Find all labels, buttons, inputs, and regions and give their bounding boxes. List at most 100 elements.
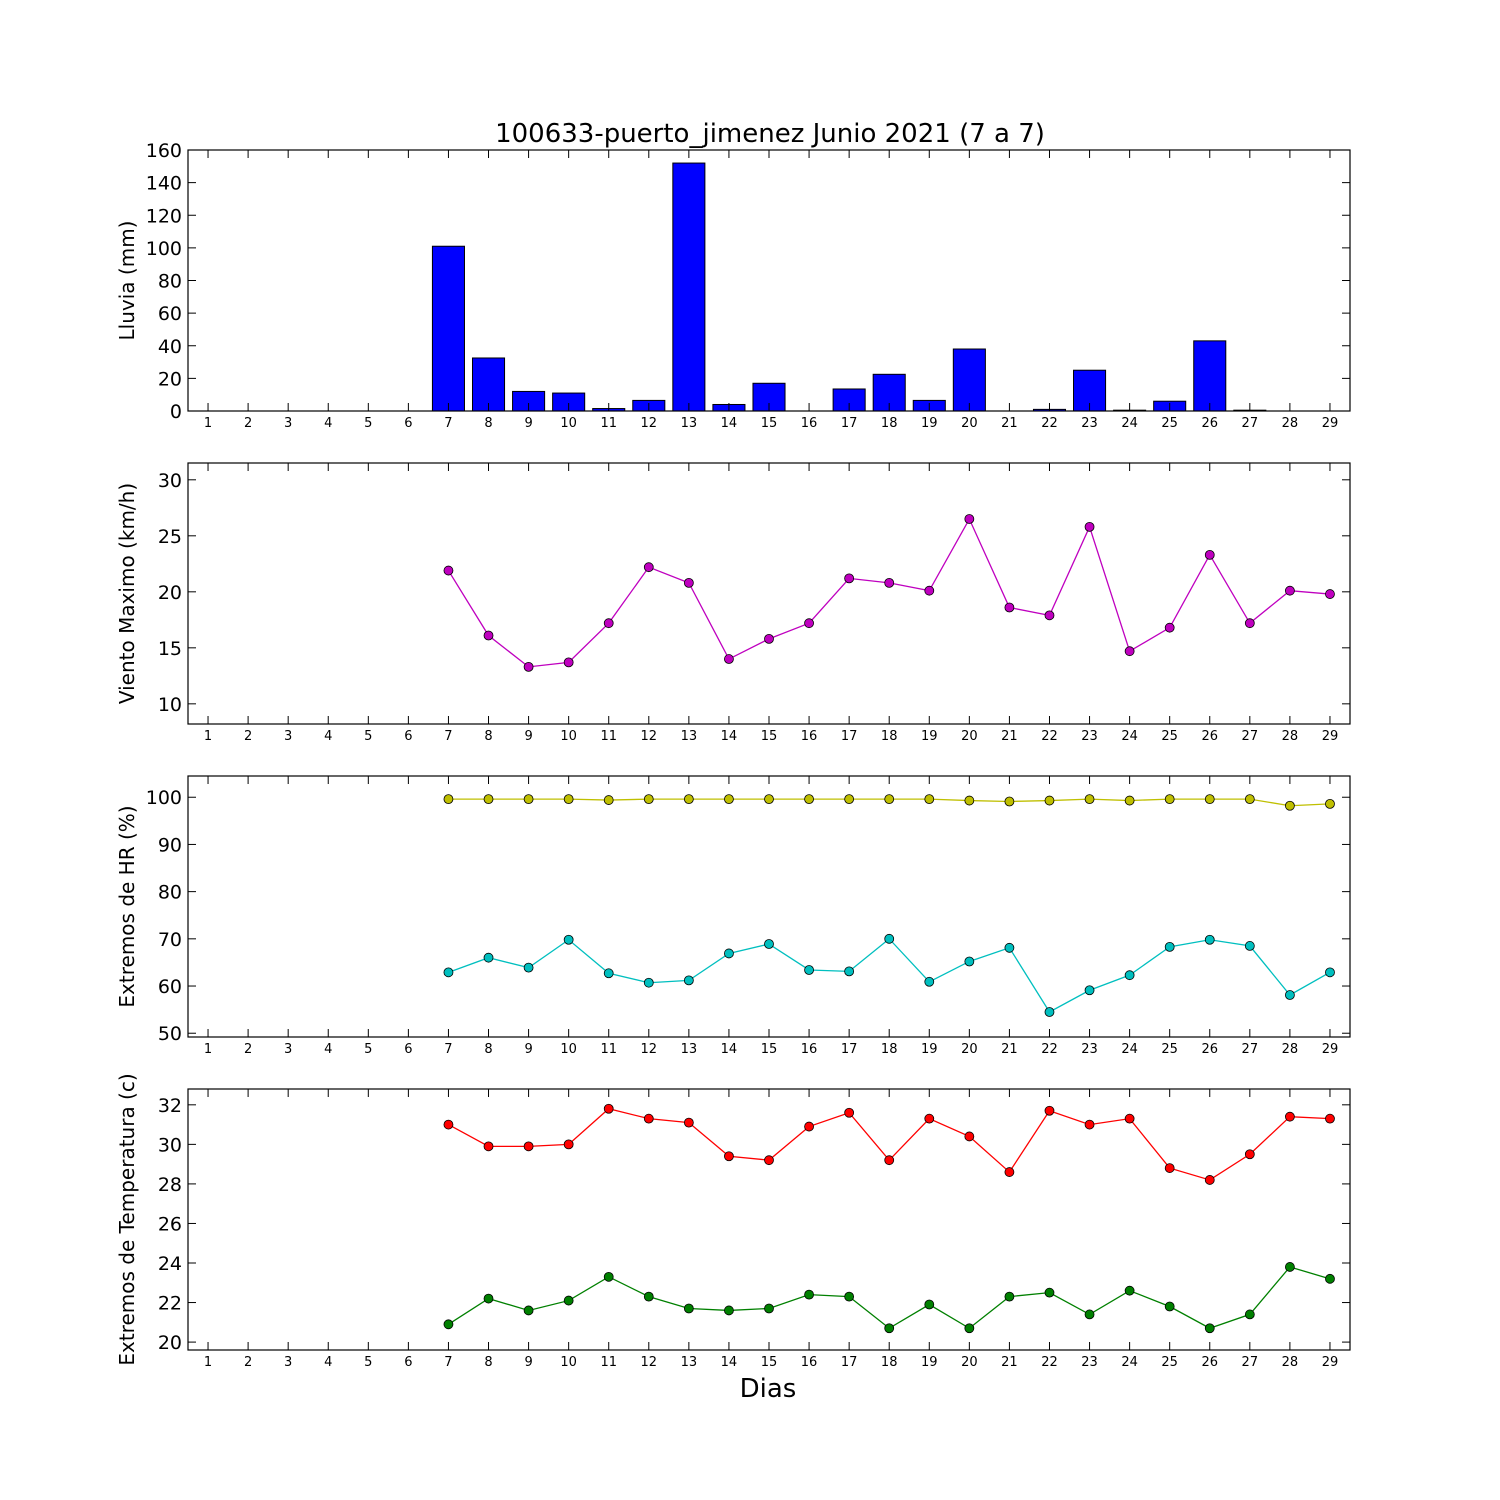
humidity-xtick-label: 21	[1001, 1042, 1018, 1057]
temperature-series-0-point-day-11	[603, 1103, 614, 1114]
rain-xtick-label: 1	[204, 416, 212, 431]
wind-xtick-label: 6	[404, 729, 412, 744]
wind-xtick-label: 5	[364, 729, 372, 744]
temperature-ytick-label: 32	[158, 1095, 182, 1117]
humidity-series-0-point-day-13	[683, 794, 694, 805]
humidity-xtick-label: 18	[881, 1042, 898, 1057]
temperature-axes-frame	[187, 1088, 1351, 1351]
humidity-xtick-label: 10	[560, 1042, 577, 1057]
wind-xtick-label: 22	[1041, 729, 1058, 744]
wind-series-0-point-day-21	[1004, 602, 1015, 613]
temperature-series-0-point-day-16	[804, 1121, 814, 1132]
rain-ytick-label: 0	[170, 401, 182, 423]
temperature-series-0-point-day-10	[563, 1139, 574, 1150]
humidity-xtick-label: 12	[641, 1042, 658, 1057]
humidity-ytick-label: 100	[146, 787, 182, 809]
humidity-xtick-label: 15	[761, 1042, 778, 1057]
temperature-series-1-point-day-10	[563, 1295, 574, 1306]
humidity-xtick-label: 26	[1201, 1042, 1218, 1057]
humidity-ytick-label: 60	[158, 976, 182, 998]
temperature-series-1-point-day-15	[764, 1303, 774, 1314]
temperature-series-1-point-day-16	[804, 1289, 814, 1300]
temperature-series-1-point-day-22	[1044, 1287, 1055, 1298]
rain-xtick-label: 20	[961, 416, 978, 431]
temperature-series-1-point-day-8	[483, 1293, 494, 1304]
humidity-series-0-point-day-11	[603, 795, 614, 805]
wind-xtick-label: 28	[1282, 729, 1299, 744]
humidity-xtick-label: 7	[444, 1042, 452, 1057]
humidity-series-1-point-day-24	[1124, 970, 1135, 981]
rain-y-axis-label: Lluvia (mm)	[115, 221, 139, 341]
wind-xtick-label: 9	[524, 729, 532, 744]
wind-xtick-label: 29	[1322, 729, 1339, 744]
wind-xtick-label: 20	[961, 729, 978, 744]
temperature-xtick-label: 11	[600, 1355, 617, 1370]
wind-series-0-point-day-11	[603, 618, 614, 629]
temperature-xtick-label: 7	[444, 1355, 452, 1370]
wind-series-0-point-day-24	[1124, 646, 1135, 657]
temperature-xtick-label: 23	[1081, 1355, 1098, 1370]
rain-xtick-label: 2	[244, 416, 252, 431]
temperature-series-1-point-day-20	[964, 1323, 975, 1334]
humidity-xtick-label: 25	[1161, 1042, 1178, 1057]
wind-xtick-label: 14	[721, 729, 738, 744]
humidity-series-1-point-day-11	[603, 968, 614, 979]
temperature-series-1-point-day-14	[724, 1305, 734, 1316]
temperature-series-0-point-day-29	[1325, 1113, 1335, 1124]
humidity-series-1-point-day-15	[764, 939, 774, 949]
wind-xtick-label: 15	[761, 729, 778, 744]
humidity-xtick-label: 3	[284, 1042, 292, 1057]
humidity-xtick-label: 14	[721, 1042, 738, 1057]
rain-xtick-label: 12	[641, 416, 658, 431]
humidity-series-0-point-day-28	[1285, 800, 1295, 811]
humidity-ytick-label: 80	[158, 882, 182, 904]
humidity-xtick-label: 8	[484, 1042, 492, 1057]
temperature-series-0-point-day-25	[1164, 1163, 1175, 1173]
wind-xtick-label: 8	[484, 729, 492, 744]
wind-series-0-point-day-10	[563, 657, 574, 668]
temperature-xtick-label: 18	[881, 1355, 898, 1370]
temperature-xtick-label: 26	[1201, 1355, 1218, 1370]
temperature-series-1-point-day-13	[683, 1303, 694, 1314]
humidity-series-0-point-day-19	[924, 794, 935, 805]
wind-series-0-point-day-29	[1325, 589, 1335, 599]
rain-ytick-label: 140	[146, 173, 182, 195]
rain-xtick-label: 17	[841, 416, 858, 431]
humidity-series-0-point-day-10	[563, 794, 574, 805]
rain-axes-frame	[187, 149, 1351, 412]
temperature-series-0-point-day-26	[1204, 1175, 1215, 1185]
humidity-xtick-label: 17	[841, 1042, 858, 1057]
humidity-series-1-point-day-28	[1285, 990, 1295, 1000]
wind-series-0-point-day-16	[804, 618, 814, 629]
temperature-xtick-label: 25	[1161, 1355, 1178, 1370]
temperature-xtick-label: 1	[204, 1355, 212, 1370]
temperature-series-0-point-day-7	[443, 1119, 454, 1130]
temperature-series-0-point-day-8	[483, 1141, 494, 1152]
wind-series-0-point-day-17	[844, 573, 855, 584]
temperature-series-0-point-day-12	[643, 1113, 654, 1124]
temperature-ytick-label: 22	[158, 1293, 182, 1315]
wind-series-0-point-day-13	[683, 577, 694, 588]
temperature-xtick-label: 9	[524, 1355, 532, 1370]
temperature-xtick-label: 4	[324, 1355, 332, 1370]
wind-series-0-point-day-27	[1244, 618, 1255, 629]
rain-bar-day-26	[1193, 340, 1227, 412]
wind-xtick-label: 10	[560, 729, 577, 744]
humidity-xtick-label: 5	[364, 1042, 372, 1057]
wind-xtick-label: 18	[881, 729, 898, 744]
humidity-series-1-point-day-29	[1325, 967, 1335, 978]
temperature-xtick-label: 27	[1242, 1355, 1259, 1370]
humidity-series-0-point-day-18	[884, 794, 895, 805]
wind-xtick-label: 4	[324, 729, 332, 744]
wind-ytick-label: 20	[158, 582, 182, 604]
wind-series-0-point-day-9	[523, 661, 534, 672]
humidity-xtick-label: 2	[244, 1042, 252, 1057]
temperature-xtick-label: 3	[284, 1355, 292, 1370]
temperature-xtick-label: 28	[1282, 1355, 1299, 1370]
rain-xtick-label: 27	[1242, 416, 1259, 431]
wind-xtick-label: 25	[1161, 729, 1178, 744]
